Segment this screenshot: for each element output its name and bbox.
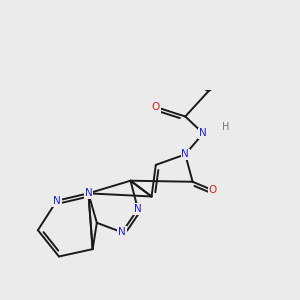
Text: N: N: [182, 149, 189, 159]
Text: O: O: [208, 185, 217, 195]
Text: N: N: [134, 204, 142, 214]
Text: N: N: [53, 196, 61, 206]
Text: O: O: [152, 102, 160, 112]
Text: H: H: [222, 122, 229, 132]
Text: N: N: [118, 227, 126, 237]
Text: N: N: [199, 128, 207, 138]
Text: N: N: [85, 188, 92, 198]
